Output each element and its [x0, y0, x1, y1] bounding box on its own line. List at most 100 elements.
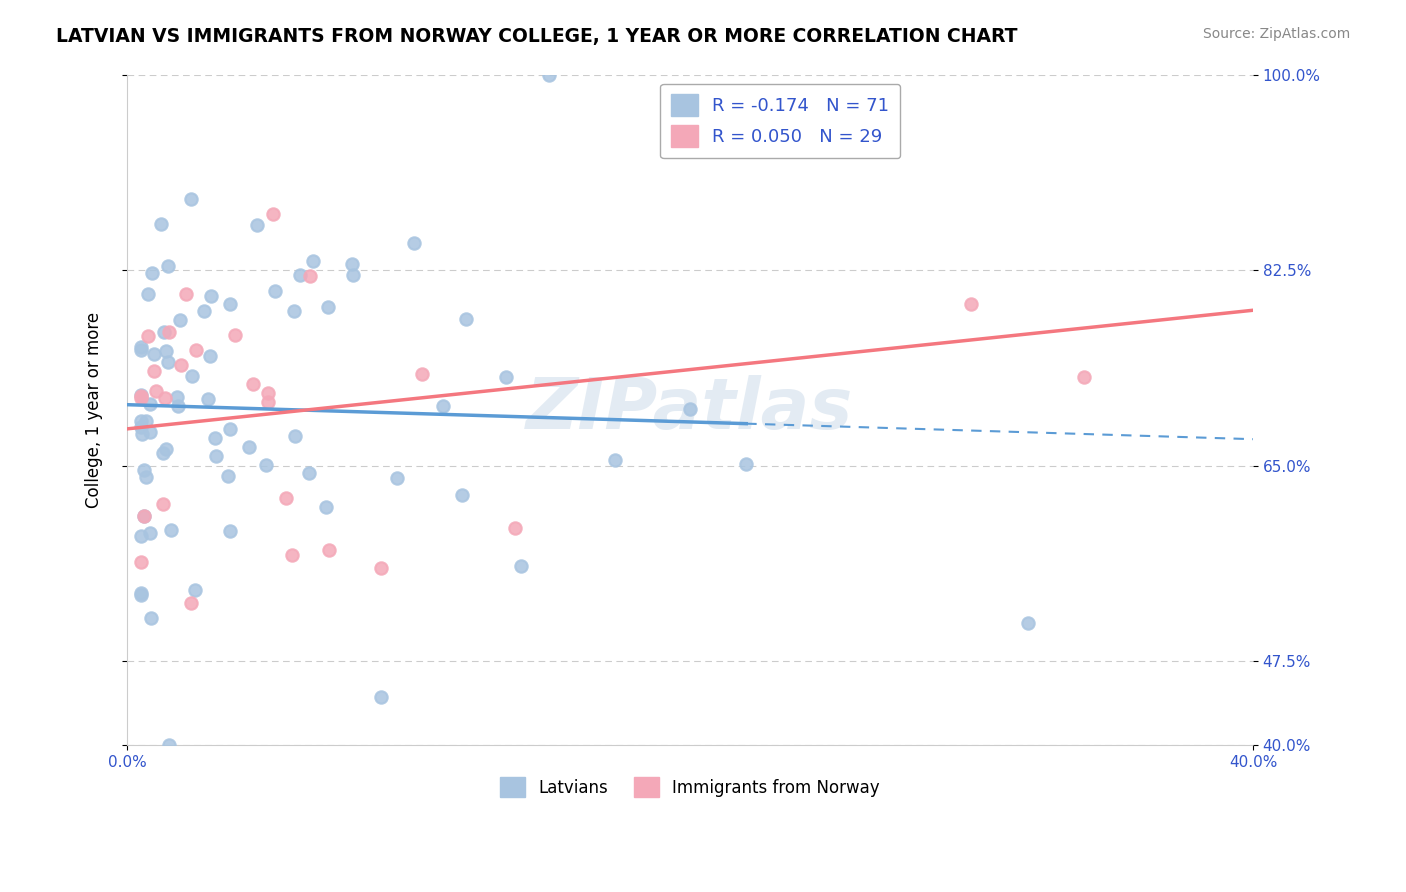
Legend: Latvians, Immigrants from Norway: Latvians, Immigrants from Norway	[494, 771, 886, 804]
Point	[170, 358, 193, 372]
Point	[129, 388, 152, 402]
Point	[152, 497, 174, 511]
Point	[254, 458, 277, 472]
Point	[141, 266, 163, 280]
Point	[198, 349, 221, 363]
Point	[224, 328, 246, 343]
Point	[167, 399, 190, 413]
Point	[204, 431, 226, 445]
Point	[342, 268, 364, 282]
Point	[281, 548, 304, 562]
Point	[142, 347, 165, 361]
Point	[246, 218, 269, 232]
Point	[387, 471, 409, 485]
Point	[284, 429, 307, 443]
Point	[538, 68, 561, 82]
Point	[145, 384, 167, 398]
Point	[299, 268, 322, 283]
Point	[138, 397, 160, 411]
Point	[129, 340, 152, 354]
Point	[141, 611, 163, 625]
Point	[193, 304, 215, 318]
Point	[218, 524, 240, 539]
Point	[174, 287, 197, 301]
Point	[129, 556, 152, 570]
Point	[135, 414, 157, 428]
Point	[180, 192, 202, 206]
Point	[370, 690, 392, 705]
Point	[238, 440, 260, 454]
Text: Source: ZipAtlas.com: Source: ZipAtlas.com	[1202, 27, 1350, 41]
Point	[960, 297, 983, 311]
Point	[132, 509, 155, 524]
Point	[242, 376, 264, 391]
Point	[169, 313, 191, 327]
Point	[450, 488, 472, 502]
Point	[129, 391, 152, 405]
Point	[129, 389, 152, 403]
Point	[129, 586, 152, 600]
Point	[129, 420, 152, 434]
Point	[155, 442, 177, 457]
Point	[262, 207, 284, 221]
Point	[156, 259, 179, 273]
Point	[510, 559, 533, 574]
Point	[264, 285, 287, 299]
Text: LATVIAN VS IMMIGRANTS FROM NORWAY COLLEGE, 1 YEAR OR MORE CORRELATION CHART: LATVIAN VS IMMIGRANTS FROM NORWAY COLLEG…	[56, 27, 1018, 45]
Point	[152, 446, 174, 460]
Point	[402, 235, 425, 250]
Point	[153, 325, 176, 339]
Point	[1073, 370, 1095, 384]
Point	[1017, 616, 1039, 631]
Point	[205, 449, 228, 463]
Point	[139, 425, 162, 440]
Point	[129, 343, 152, 358]
Point	[157, 739, 180, 753]
Point	[603, 453, 626, 467]
Point	[129, 414, 152, 428]
Point	[257, 386, 280, 401]
Point	[288, 268, 311, 282]
Point	[136, 286, 159, 301]
Point	[129, 529, 152, 543]
Point	[302, 254, 325, 268]
Point	[370, 561, 392, 575]
Point	[217, 469, 239, 483]
Point	[505, 520, 527, 534]
Point	[218, 296, 240, 310]
Point	[138, 525, 160, 540]
Text: ZIPatlas: ZIPatlas	[526, 376, 853, 444]
Point	[184, 583, 207, 598]
Point	[276, 491, 298, 505]
Point	[200, 288, 222, 302]
Point	[153, 392, 176, 406]
Point	[160, 523, 183, 537]
Point	[132, 463, 155, 477]
Point	[149, 217, 172, 231]
Point	[340, 257, 363, 271]
Point	[156, 355, 179, 369]
Point	[155, 343, 177, 358]
Point	[131, 427, 153, 442]
Point	[283, 304, 305, 318]
Point	[157, 325, 180, 339]
Point	[432, 399, 454, 413]
Point	[735, 457, 758, 471]
Point	[135, 469, 157, 483]
Point	[136, 329, 159, 343]
Point	[256, 394, 278, 409]
Point	[181, 369, 204, 384]
Point	[411, 367, 433, 381]
Point	[679, 401, 702, 416]
Point	[298, 466, 321, 480]
Point	[142, 364, 165, 378]
Y-axis label: College, 1 year or more: College, 1 year or more	[86, 312, 103, 508]
Point	[315, 500, 337, 514]
Point	[219, 422, 242, 436]
Point	[318, 543, 340, 558]
Point	[132, 508, 155, 523]
Point	[184, 343, 207, 357]
Point	[180, 596, 202, 610]
Point	[166, 390, 188, 404]
Point	[454, 312, 477, 326]
